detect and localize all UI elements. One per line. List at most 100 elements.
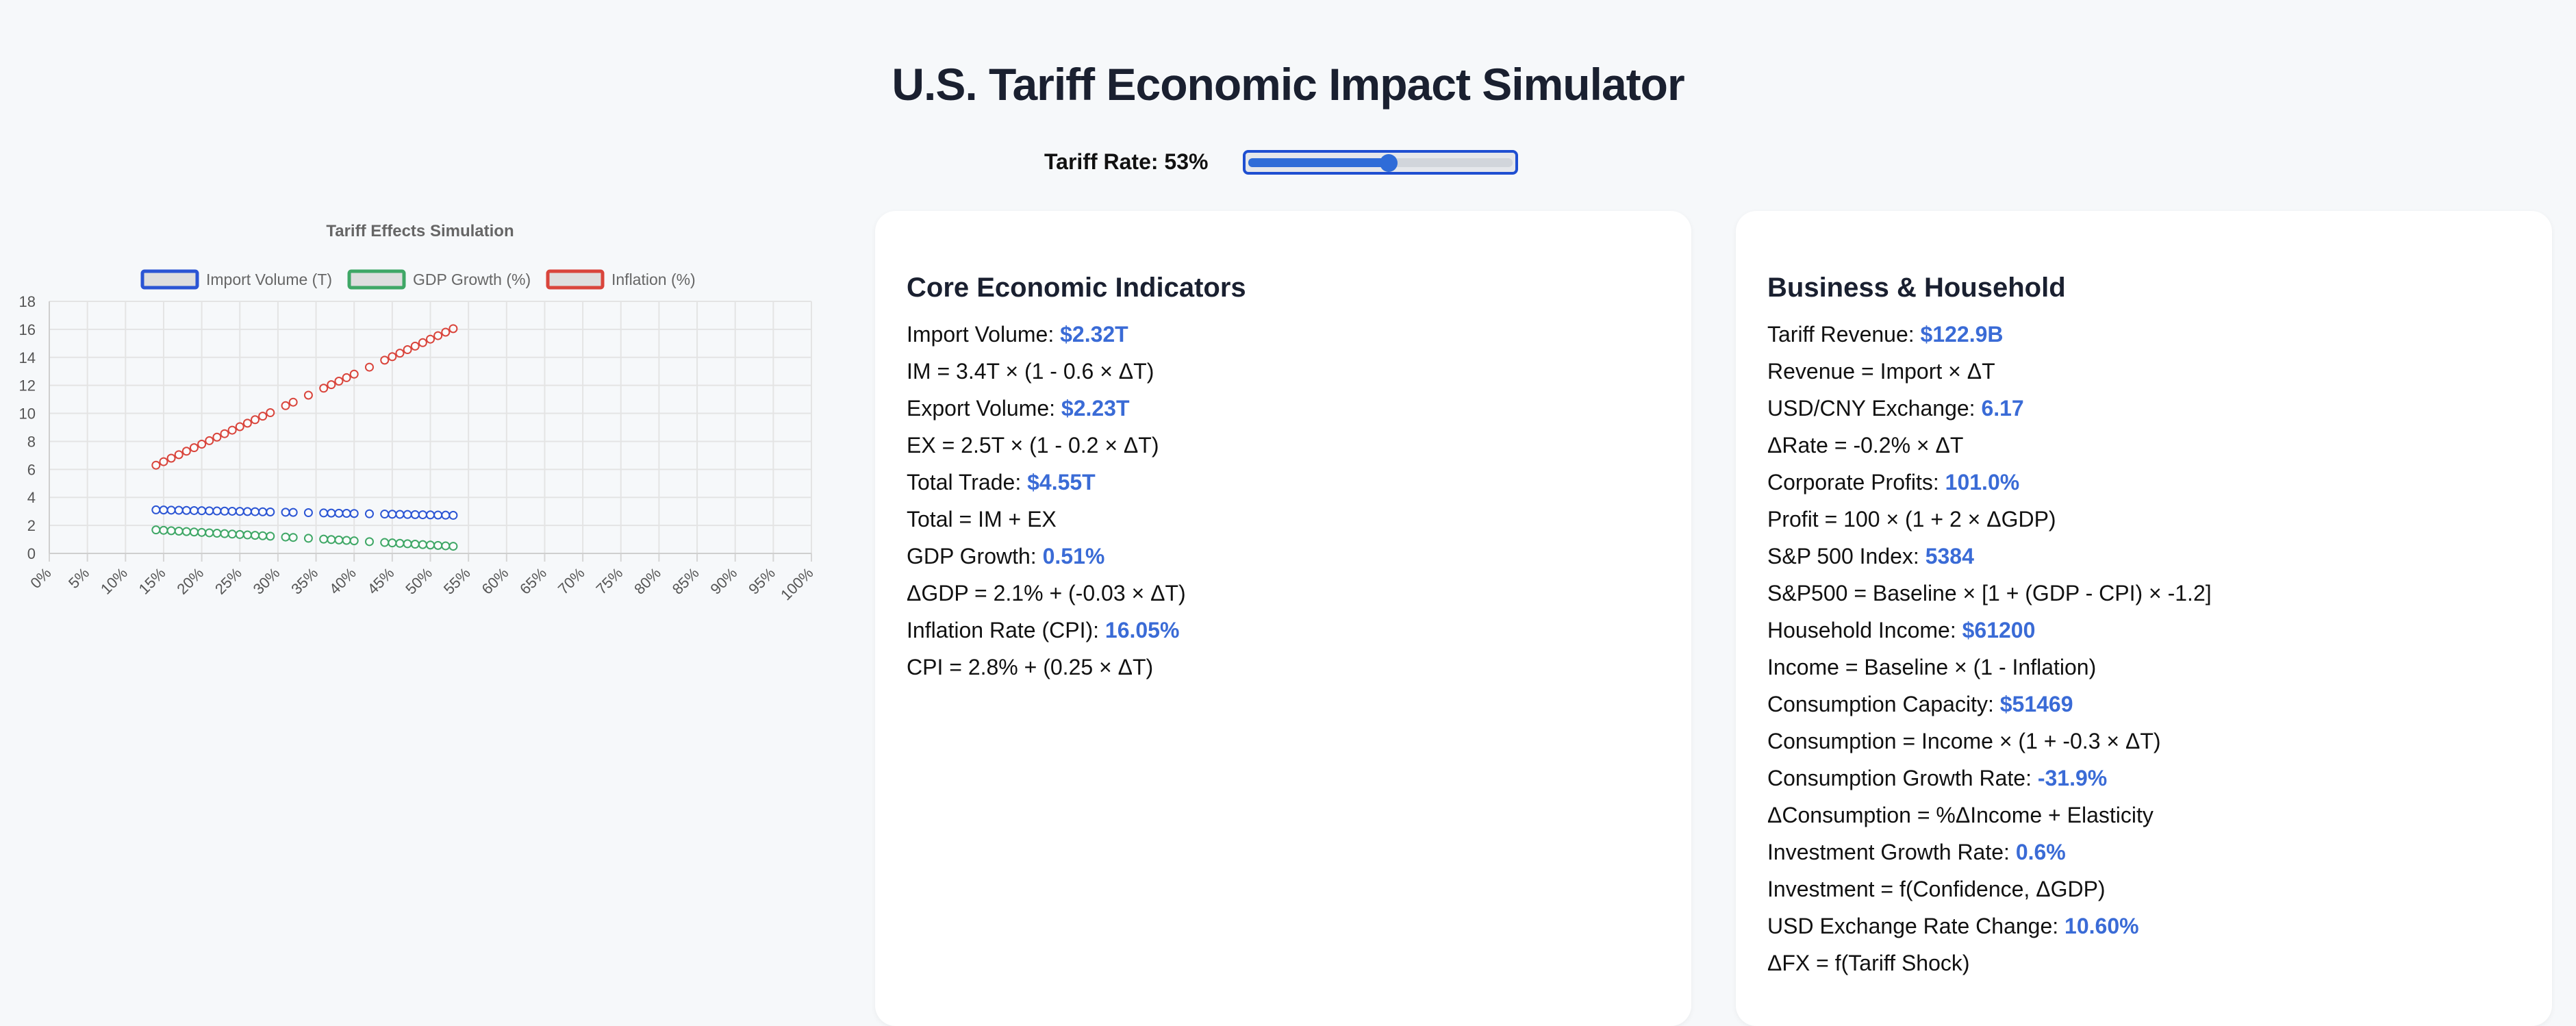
data-point (380, 510, 390, 519)
business-household-heading: Business & Household (1767, 273, 2066, 303)
chart-title: Tariff Effects Simulation (326, 222, 514, 240)
business-indicator-line: S&P500 = Baseline × [1 + (GDP - CPI) × -… (1767, 575, 2521, 612)
data-point (342, 373, 351, 382)
business-indicator-label: S&P500 = Baseline × [1 + (GDP - CPI) × -… (1767, 581, 2212, 605)
business-household-list: Tariff Revenue: $122.9B Revenue = Import … (1767, 316, 2521, 981)
x-tick-label: 85% (669, 564, 703, 598)
tariff-control: Tariff Rate: 53% (1044, 149, 1208, 175)
business-indicator-label: Corporate Profits: (1767, 470, 1945, 495)
business-indicator-label: Profit = 100 × (1 + 2 × ΔGDP) (1767, 507, 2056, 531)
y-tick-label: 8 (27, 433, 36, 450)
data-point (319, 508, 329, 518)
x-tick-label: 50% (402, 564, 435, 598)
core-indicator-label: GDP Growth: (907, 544, 1043, 568)
legend-label: GDP Growth (%) (413, 271, 531, 288)
data-point (395, 349, 405, 358)
data-point (227, 425, 237, 435)
data-point (303, 534, 313, 543)
core-indicator-label: EX = 2.5T × (1 - 0.2 × ΔT) (907, 433, 1159, 458)
tariff-effects-chart: Tariff Effects Simulation Import Volume (… (19, 222, 817, 603)
x-tick-label: 75% (592, 564, 626, 598)
x-tick-label: 35% (288, 564, 321, 598)
data-point (174, 526, 184, 536)
business-household-panel: Business & Household Tariff Revenue: $12… (1736, 211, 2552, 1026)
data-point (220, 506, 229, 516)
x-tick-label: 20% (173, 564, 207, 598)
data-point (174, 505, 184, 515)
core-indicator-line: Export Volume: $2.23T (907, 390, 1660, 427)
data-point (418, 338, 427, 347)
core-indicator-value: $4.55T (1027, 470, 1096, 495)
data-point (403, 539, 412, 549)
data-point (288, 533, 298, 542)
business-indicator-value: $51469 (1999, 692, 2073, 716)
business-indicator-line: ΔFX = f(Tariff Shock) (1767, 944, 2521, 981)
business-indicator-value: 0.6% (2015, 840, 2066, 864)
data-point (181, 527, 191, 536)
business-indicator-label: USD/CNY Exchange: (1767, 396, 1982, 421)
business-indicator-label: Tariff Revenue: (1767, 322, 1921, 347)
slider-track (1388, 158, 1513, 167)
y-tick-label: 18 (19, 293, 36, 310)
business-indicator-line: Investment = f(Confidence, ΔGDP) (1767, 871, 2521, 908)
slider-fill (1248, 158, 1389, 167)
business-indicator-value: -31.9% (2037, 766, 2108, 790)
data-point (403, 510, 412, 519)
data-point (334, 377, 344, 386)
data-point (281, 401, 290, 410)
data-point (441, 541, 451, 551)
x-tick-label: 80% (631, 564, 664, 598)
data-point (303, 390, 313, 400)
data-point (349, 509, 359, 518)
tariff-rate-slider[interactable] (1243, 150, 1518, 175)
x-tick-label: 65% (516, 564, 550, 598)
x-tick-label: 95% (745, 564, 779, 598)
data-point (410, 341, 420, 351)
data-point (166, 505, 176, 515)
data-point (197, 506, 207, 516)
business-indicator-label: USD Exchange Rate Change: (1767, 914, 2065, 938)
page-title: U.S. Tariff Economic Impact Simulator (892, 59, 1684, 110)
data-point (327, 535, 336, 545)
core-indicator-line: CPI = 2.8% + (0.25 × ΔT) (907, 649, 1660, 686)
data-point (349, 536, 359, 546)
data-point (410, 510, 420, 519)
y-tick-label: 14 (19, 349, 36, 366)
data-point (319, 384, 329, 393)
data-point (288, 397, 298, 407)
business-indicator-value: 6.17 (1981, 396, 2024, 421)
data-point (418, 540, 427, 549)
data-point (251, 507, 260, 516)
x-tick-label: 60% (479, 564, 512, 598)
data-point (441, 510, 451, 520)
data-point (205, 506, 214, 516)
data-point (205, 528, 214, 538)
core-indicator-label: Import Volume: (907, 322, 1061, 347)
x-tick-label: 40% (326, 564, 359, 598)
business-indicator-line: Income = Baseline × (1 - Inflation) (1767, 649, 2521, 686)
data-point (388, 352, 397, 362)
business-indicator-value: $61200 (1962, 618, 2036, 642)
legend-swatch (546, 269, 605, 290)
data-point (220, 429, 229, 438)
business-indicator-value: 101.0% (1945, 470, 2020, 495)
core-indicators-list: Import Volume: $2.32T IM = 3.4T × (1 - 0.… (907, 316, 1660, 686)
business-indicator-label: Consumption Growth Rate: (1767, 766, 2038, 790)
business-indicator-line: ΔRate = -0.2% × ΔT (1767, 427, 2521, 464)
slider-thumb[interactable] (1379, 154, 1398, 172)
legend-swatch (347, 269, 406, 290)
data-point (197, 440, 207, 449)
data-point (159, 525, 168, 535)
data-point (349, 369, 359, 379)
data-point (319, 534, 329, 544)
business-indicator-line: ΔConsumption = %ΔIncome + Elasticity (1767, 797, 2521, 834)
x-tick-label: 25% (212, 564, 245, 598)
data-point (242, 507, 252, 516)
data-point (235, 422, 244, 431)
business-indicator-label: Household Income: (1767, 618, 1962, 642)
data-point (364, 509, 374, 518)
data-point (251, 531, 260, 540)
data-point (433, 540, 443, 550)
business-indicator-label: Income = Baseline × (1 - Inflation) (1767, 655, 2097, 679)
business-indicator-line: Consumption Capacity: $51469 (1767, 686, 2521, 723)
